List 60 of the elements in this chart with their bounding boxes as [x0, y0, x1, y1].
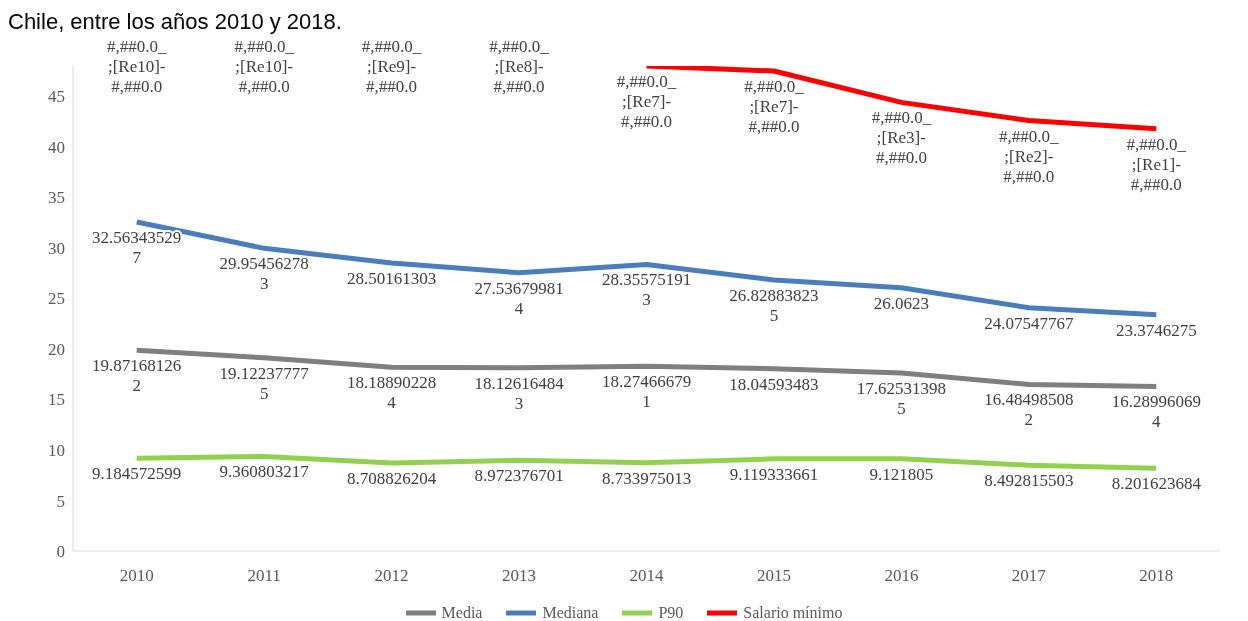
- data-label: #,##0.0_;[Re1]-#,##0.0: [1126, 134, 1187, 194]
- x-tick-label: 2010: [119, 566, 154, 586]
- data-label: 29.954562783: [219, 254, 309, 294]
- data-label: 16.484985082: [984, 390, 1074, 430]
- legend-label: P90: [657, 604, 684, 621]
- data-label: #,##0.0_;[Re3]-#,##0.0: [871, 108, 932, 168]
- text: #,##0.0_;[Re10]-#,##0.0: [106, 37, 167, 96]
- data-label: 19.871681262: [92, 356, 182, 396]
- data-label: 8.733975013: [601, 468, 692, 488]
- data-label: 17.625313985: [856, 378, 947, 418]
- x-tick-label: 2018: [1139, 566, 1174, 586]
- x-tick-label: 2017: [1011, 566, 1047, 586]
- data-label: 8.201623684: [1111, 474, 1202, 494]
- data-label: 8.972376701: [474, 466, 564, 486]
- data-label: 9.360803217: [219, 462, 310, 482]
- x-tick-label: 2011: [247, 566, 281, 586]
- data-label: 23.3746275: [1115, 320, 1197, 340]
- data-label: #,##0.0_;[Re2]-#,##0.0: [999, 126, 1060, 186]
- x-tick-label: 2013: [502, 566, 537, 586]
- data-label: 9.121805: [869, 464, 934, 484]
- data-label: 28.50161303: [346, 269, 437, 289]
- data-label: #,##0.0_;[Re7]-#,##0.0: [744, 77, 805, 137]
- y-tick-label: 30: [48, 238, 65, 258]
- data-label: 28.355751913: [601, 270, 692, 310]
- legend-label: Media: [440, 604, 483, 621]
- x-tick-label: 2016: [884, 566, 919, 586]
- y-tick-label: 5: [56, 491, 65, 511]
- data-label: 18.274666791: [601, 372, 692, 412]
- x-tick-label: 2012: [374, 566, 409, 586]
- y-tick-label: 25: [48, 289, 65, 309]
- data-label: 27.536799814: [474, 278, 564, 318]
- x-tick-label: 2015: [756, 566, 791, 586]
- y-tick-label: 35: [48, 188, 65, 208]
- y-tick-label: 0: [56, 542, 65, 562]
- data-label: 9.119333661: [729, 464, 819, 484]
- x-tick-label: 2014: [629, 566, 664, 586]
- data-label: 26.0623: [873, 293, 930, 313]
- data-label: 32.563435297: [92, 227, 182, 267]
- text: #,##0.0_;[Re9]-#,##0.0: [361, 37, 422, 96]
- data-label: 16.289960694: [1111, 392, 1201, 432]
- legend-label: Salario mínimo: [742, 604, 843, 621]
- y-tick-label: 15: [48, 390, 65, 410]
- data-label: 18.04593483: [729, 374, 819, 394]
- text: #,##0.0_;[Re8]-#,##0.0: [489, 37, 549, 96]
- y-tick-label: 20: [48, 339, 65, 359]
- data-label: 8.492815503: [984, 471, 1074, 491]
- y-tick-label: 45: [48, 87, 65, 107]
- y-tick-label: 10: [48, 440, 65, 460]
- data-label: 9.184572599: [92, 464, 182, 484]
- data-label: 24.07547767: [984, 313, 1074, 333]
- data-label: #,##0.0_;[Re7]-#,##0.0: [616, 72, 677, 131]
- data-label: 18.188902284: [346, 373, 437, 413]
- data-label: 8.708826204: [346, 469, 437, 488]
- text: #,##0.0_;[Re10]-#,##0.0: [234, 37, 294, 96]
- data-label: 19.122377775: [219, 363, 310, 403]
- data-label: 26.828838235: [729, 285, 819, 325]
- y-tick-label: 40: [48, 137, 65, 157]
- chart-title: Chile, entre los años 2010 y 2018.: [8, 8, 343, 36]
- data-label: 18.126164843: [474, 373, 565, 413]
- legend-label: Mediana: [541, 604, 599, 621]
